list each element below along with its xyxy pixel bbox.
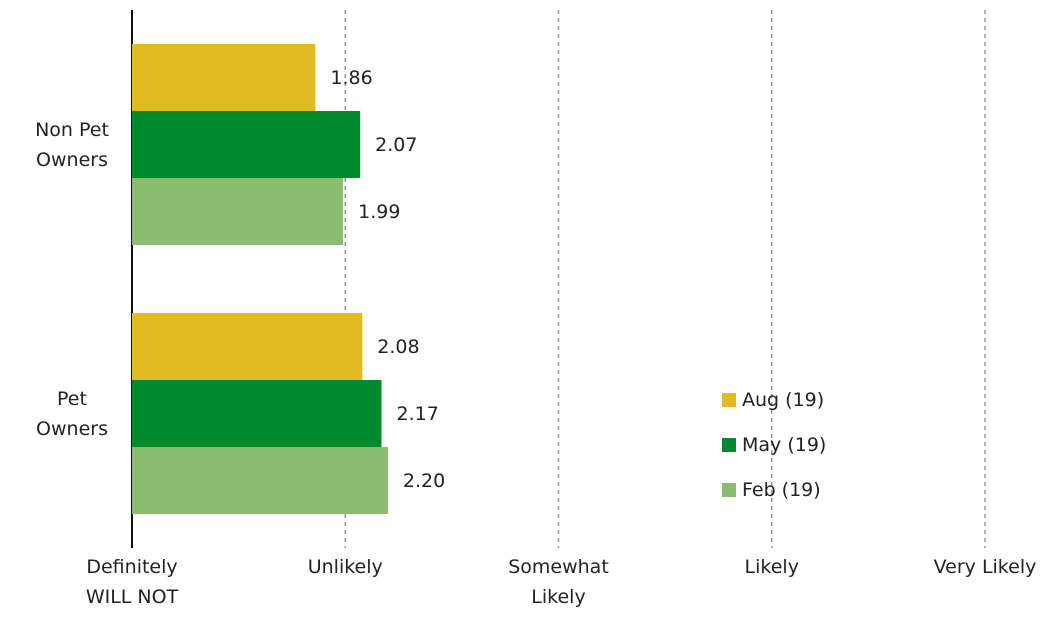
value-label: 2.08 [377, 335, 420, 358]
value-label: 1.86 [330, 66, 373, 89]
bar [132, 447, 388, 514]
bar [132, 111, 361, 178]
value-label: 2.07 [375, 133, 418, 156]
x-tick-label: Definitely WILL NOT [85, 556, 179, 608]
legend-label: Feb (19) [742, 479, 821, 501]
x-tick-label: Unlikely [307, 556, 383, 578]
x-tick-label: Likely [744, 556, 799, 578]
legend-swatch [722, 393, 736, 407]
x-tick-label: Somewhat Likely [508, 556, 609, 608]
bar [132, 380, 382, 447]
bar [132, 178, 344, 245]
legend-label: Aug (19) [742, 389, 825, 411]
category-label: Pet Owners [36, 387, 108, 440]
bar [132, 44, 316, 111]
legend-swatch [722, 438, 736, 452]
bar [132, 313, 363, 380]
x-tick-label: Very Likely [933, 556, 1037, 578]
value-label: 2.17 [396, 402, 439, 425]
category-label: Non Pet Owners [35, 118, 109, 171]
value-label: 2.20 [402, 469, 446, 492]
legend-swatch [722, 483, 736, 497]
legend-label: May (19) [742, 434, 827, 456]
value-label: 1.99 [358, 200, 401, 223]
